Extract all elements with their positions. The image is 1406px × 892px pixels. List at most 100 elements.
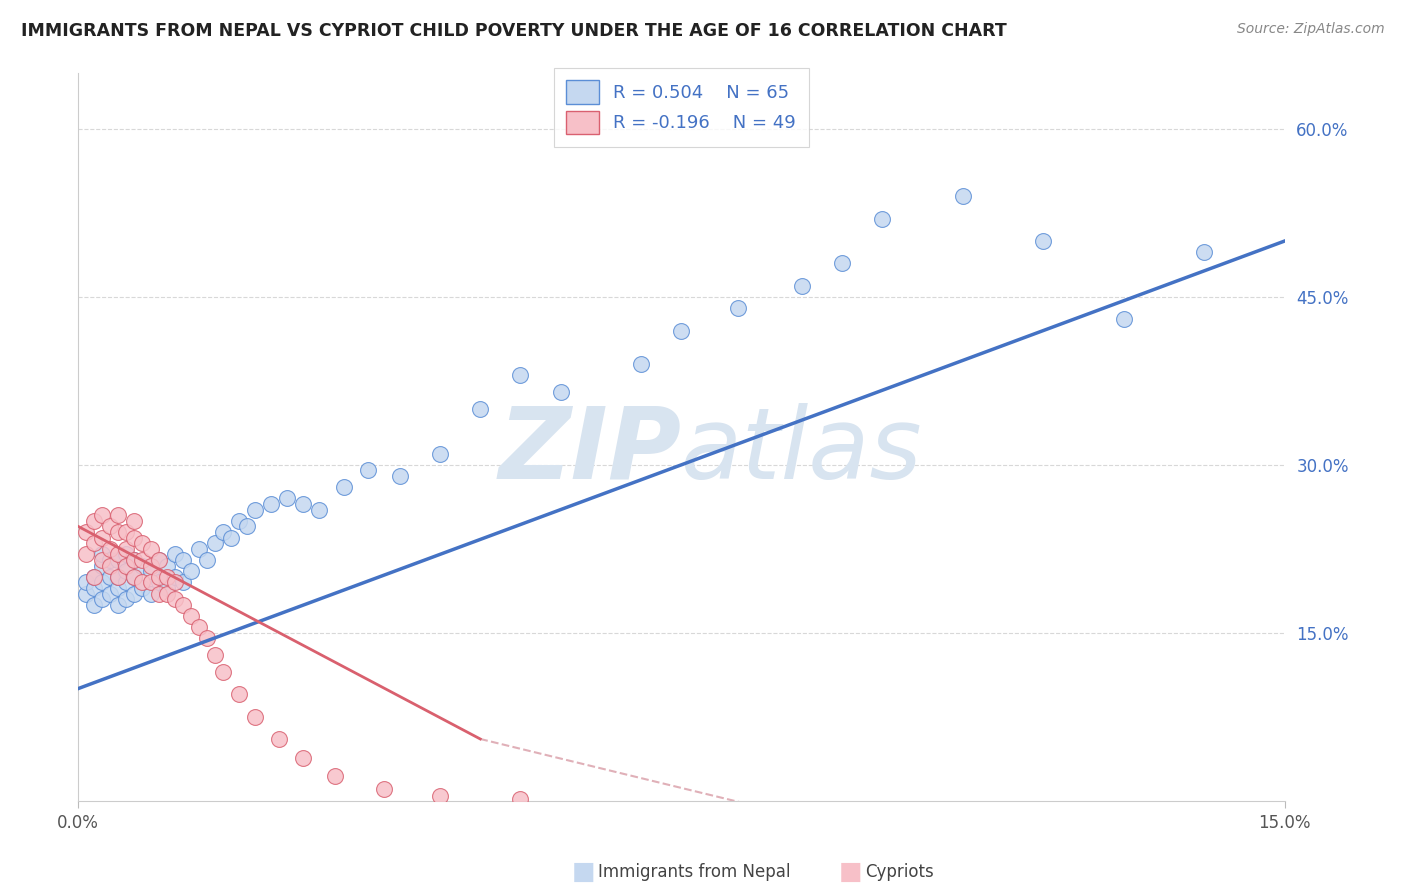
Point	[172, 575, 194, 590]
Text: ■: ■	[572, 861, 595, 884]
Point	[180, 608, 202, 623]
Point	[115, 564, 138, 578]
Point	[91, 558, 114, 573]
Point	[131, 581, 153, 595]
Point	[872, 211, 894, 226]
Point	[131, 558, 153, 573]
Point	[260, 497, 283, 511]
Point	[243, 709, 266, 723]
Point	[83, 581, 105, 595]
Text: IMMIGRANTS FROM NEPAL VS CYPRIOT CHILD POVERTY UNDER THE AGE OF 16 CORRELATION C: IMMIGRANTS FROM NEPAL VS CYPRIOT CHILD P…	[21, 22, 1007, 40]
Point	[236, 519, 259, 533]
Point	[187, 541, 209, 556]
Point	[124, 553, 146, 567]
Point	[373, 782, 395, 797]
Point	[107, 553, 129, 567]
Point	[91, 553, 114, 567]
Point	[155, 570, 177, 584]
Point	[124, 586, 146, 600]
Point	[115, 541, 138, 556]
Point	[155, 558, 177, 573]
Point	[91, 592, 114, 607]
Point	[107, 547, 129, 561]
Point	[131, 536, 153, 550]
Point	[115, 524, 138, 539]
Point	[107, 598, 129, 612]
Point	[269, 731, 291, 746]
Point	[671, 324, 693, 338]
Point	[107, 570, 129, 584]
Point	[148, 586, 170, 600]
Point	[727, 301, 749, 316]
Point	[163, 570, 186, 584]
Point	[124, 514, 146, 528]
Point	[83, 598, 105, 612]
Point	[155, 581, 177, 595]
Point	[243, 502, 266, 516]
Point	[98, 541, 121, 556]
Point	[325, 769, 347, 783]
Point	[212, 665, 235, 679]
Legend: R = 0.504    N = 65, R = -0.196    N = 49: R = 0.504 N = 65, R = -0.196 N = 49	[554, 68, 808, 146]
Point	[292, 497, 315, 511]
Point	[155, 586, 177, 600]
Point	[148, 570, 170, 584]
Point	[98, 553, 121, 567]
Point	[115, 547, 138, 561]
Point	[163, 592, 186, 607]
Point	[429, 789, 451, 803]
Text: ZIP: ZIP	[498, 403, 682, 500]
Point	[139, 558, 162, 573]
Text: Immigrants from Nepal: Immigrants from Nepal	[598, 863, 790, 881]
Point	[172, 553, 194, 567]
Text: Source: ZipAtlas.com: Source: ZipAtlas.com	[1237, 22, 1385, 37]
Point	[212, 524, 235, 539]
Point	[148, 553, 170, 567]
Point	[630, 357, 652, 371]
Point	[139, 586, 162, 600]
Point	[139, 575, 162, 590]
Text: atlas: atlas	[682, 403, 922, 500]
Point	[187, 620, 209, 634]
Point	[308, 502, 330, 516]
Point	[131, 575, 153, 590]
Point	[75, 575, 97, 590]
Point	[91, 508, 114, 523]
Point	[550, 385, 572, 400]
Point	[107, 570, 129, 584]
Point	[139, 541, 162, 556]
Point	[509, 368, 531, 383]
Point	[1192, 245, 1215, 260]
Point	[195, 632, 218, 646]
Point	[292, 751, 315, 765]
Point	[195, 553, 218, 567]
Point	[204, 648, 226, 662]
Point	[107, 581, 129, 595]
Point	[115, 592, 138, 607]
Point	[139, 564, 162, 578]
Point	[356, 463, 378, 477]
Point	[124, 570, 146, 584]
Point	[228, 514, 250, 528]
Point	[952, 189, 974, 203]
Point	[98, 558, 121, 573]
Point	[91, 547, 114, 561]
Point	[276, 491, 298, 506]
Point	[124, 553, 146, 567]
Point	[1112, 312, 1135, 326]
Point	[831, 256, 853, 270]
Point	[115, 575, 138, 590]
Point	[83, 570, 105, 584]
Point	[172, 598, 194, 612]
Point	[163, 575, 186, 590]
Point	[98, 519, 121, 533]
Point	[219, 531, 242, 545]
Point	[790, 278, 813, 293]
Point	[107, 524, 129, 539]
Point	[98, 586, 121, 600]
Point	[115, 558, 138, 573]
Point	[91, 575, 114, 590]
Point	[83, 536, 105, 550]
Point	[107, 508, 129, 523]
Point	[75, 547, 97, 561]
